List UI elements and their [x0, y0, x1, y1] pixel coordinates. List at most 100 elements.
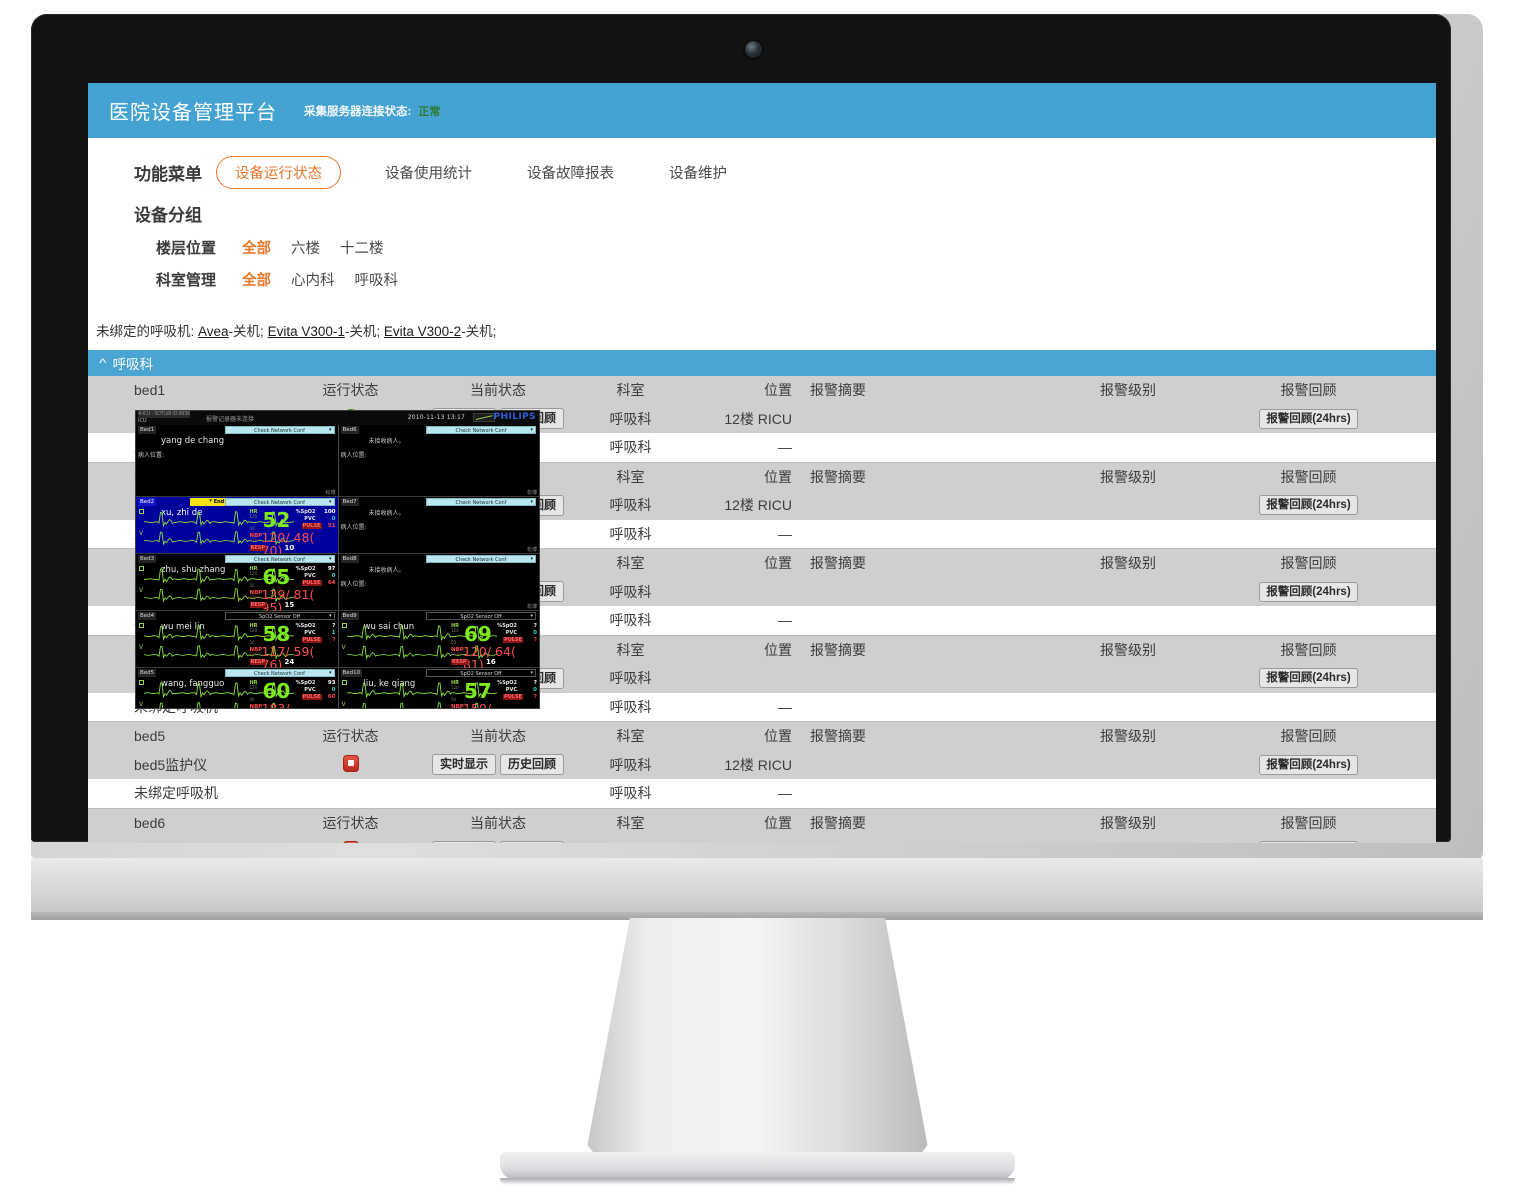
function-menu-row: 功能菜单 设备运行状态 设备使用统计 设备故障报表 设备维护 — [134, 155, 1436, 189]
hr-value: 60 — [262, 679, 291, 703]
filter-department-option-all[interactable]: 全部 — [242, 273, 271, 289]
network-conf-dropdown[interactable]: SpO2 Sensor Off — [224, 612, 335, 620]
alarm-level-cell — [1053, 578, 1203, 607]
filter-floor-option-all[interactable]: 全部 — [242, 241, 271, 257]
tab-device-usage-stats[interactable]: 设备使用统计 — [385, 165, 472, 182]
bed-panel[interactable]: Bed6 Check Network Conf 未接收病人。病人位置: 松博 — [338, 425, 539, 497]
network-conf-dropdown[interactable]: SpO2 Sensor Off — [426, 669, 536, 677]
monitor-bed-grid: Bed1 Check Network Conf yang de chang 病人位置:… — [136, 425, 539, 708]
monitor-stand-foot — [500, 1152, 1015, 1180]
tab-device-fault-report[interactable]: 设备故障报表 — [527, 165, 614, 182]
alarm-review-cell: 报警回顾(24hrs) — [1203, 837, 1436, 843]
nbp-value: 120/ 64( 81) — [463, 644, 516, 672]
pvc-label: PVC — [304, 573, 316, 579]
chevron-up-icon[interactable]: ^ — [99, 356, 107, 370]
location-cell — [688, 578, 798, 607]
pvc-value: 0 — [533, 630, 537, 636]
hr-label: HR — [451, 680, 460, 686]
network-conf-dropdown[interactable]: Check Network Conf — [224, 426, 335, 434]
lead-v-label: V — [139, 701, 144, 708]
alarm-summary-cell — [798, 751, 1053, 780]
pulse-label: PULSE — [301, 580, 322, 586]
col-location: 位置 — [764, 728, 792, 745]
bed-panel[interactable]: Bed2* End Irregular HRCheck Network Conf… — [136, 497, 338, 557]
filter-department: 科室管理 全部 心内科 呼吸科 — [134, 269, 1436, 290]
hr-low-limit: 50 — [249, 640, 255, 645]
bed-panel[interactable]: Bed8 Check Network Conf 未接收病人。病人位置: 松博 — [338, 554, 539, 611]
patient-name: yang de chang — [161, 436, 225, 446]
col-department: 科室 — [616, 382, 645, 399]
network-conf-dropdown[interactable]: Check Network Conf — [224, 555, 335, 563]
network-conf-dropdown[interactable]: Check Network Conf — [426, 426, 536, 434]
alarm-level-cell — [1053, 751, 1203, 780]
bed-panel[interactable]: Bed1 Check Network Conf yang de chang 病人位置:… — [136, 425, 338, 497]
filter-floor-option-12f[interactable]: 十二楼 — [340, 241, 384, 257]
bed-tag: Bed3 — [138, 555, 157, 563]
col-location: 位置 — [764, 468, 792, 485]
history-review-button[interactable]: 历史回顾 — [500, 840, 565, 843]
unbound-device-evita2-link[interactable]: Evita V300-2 — [383, 324, 462, 339]
alarm-review-24hrs-button[interactable]: 报警回顾(24hrs) — [1259, 408, 1358, 429]
alarm-review-cell: 报警回顾(24hrs) — [1203, 405, 1436, 434]
filter-department-option-respiratory[interactable]: 呼吸科 — [354, 273, 399, 289]
alarm-review-24hrs-button[interactable]: 报警回顾(24hrs) — [1259, 841, 1358, 843]
realtime-display-button[interactable]: 实时显示 — [431, 754, 496, 776]
monitor-base-plate — [31, 858, 1483, 918]
bed-panel[interactable]: Bed7 Check Network Conf 未接收病人。病人位置: 松博 — [338, 497, 539, 554]
webcam-icon — [745, 41, 762, 58]
realtime-display-button[interactable]: 实时显示 — [431, 840, 496, 843]
alarm-review-24hrs-button[interactable]: 报警回顾(24hrs) — [1259, 495, 1358, 516]
bed-corner-tag: 松博 — [526, 490, 537, 496]
network-conf-dropdown[interactable]: Check Network Conf — [426, 555, 536, 563]
filter-department-option-cardiology[interactable]: 心内科 — [291, 273, 335, 289]
resp-value: 10 — [284, 544, 295, 552]
alarm-review-cell: 报警回顾(24hrs) — [1203, 491, 1436, 520]
unbound-device-evita1-link[interactable]: Evita V300-1 — [267, 324, 345, 339]
ecg-waveform-bottom — [143, 531, 295, 547]
bed-panel[interactable]: Bed5 Check Network Conf wang, fangguo V HR12… — [136, 668, 338, 708]
unbound-ventilator-row: 未绑定呼吸机 呼吸科 — — [88, 779, 1436, 808]
bed-tag: Bed7 — [340, 498, 359, 506]
row-separator — [88, 634, 1436, 636]
alarm-review-24hrs-button[interactable]: 报警回顾(24hrs) — [1259, 754, 1358, 775]
col-location: 位置 — [764, 814, 792, 831]
filter-floor-option-6f[interactable]: 六楼 — [291, 241, 320, 257]
tab-device-run-status[interactable]: 设备运行状态 — [216, 155, 341, 189]
pulse-label: PULSE — [301, 694, 322, 700]
run-status-cell — [278, 751, 423, 780]
unbound-device-avea-link[interactable]: Avea — [198, 324, 229, 339]
network-conf-dropdown[interactable]: Check Network Conf — [224, 669, 335, 677]
alarm-summary-cell — [798, 664, 1053, 693]
department-group-bar[interactable]: ^ 呼吸科 — [88, 350, 1436, 376]
history-review-button[interactable]: 历史回顾 — [500, 754, 565, 776]
pulse-label: PULSE — [503, 637, 523, 643]
nbp-label: NBP — [451, 647, 464, 653]
alarm-review-cell: 报警回顾(24hrs) — [1203, 578, 1436, 607]
philips-logo: PHILIPS — [493, 412, 536, 422]
alarm-summary-cell — [798, 837, 1053, 843]
patient-name: 未接收病人。 — [368, 510, 405, 517]
vitals-panel: HR 120 50 58 %SpO2? PVC 1 PULSE? NBP 13:00 117/ 59… — [249, 621, 336, 671]
vent-location-cell: — — [778, 439, 792, 456]
alarm-review-24hrs-button[interactable]: 报警回顾(24hrs) — [1259, 668, 1358, 689]
resp-value: 16 — [486, 658, 496, 666]
network-conf-dropdown[interactable]: SpO2 Sensor Off — [426, 612, 536, 620]
network-conf-dropdown[interactable]: Check Network Conf — [426, 498, 536, 506]
network-conf-dropdown[interactable]: Check Network Conf — [224, 498, 335, 506]
col-alarm-summary: 报警摘要 — [810, 468, 866, 485]
department-cell: 呼吸科 — [609, 756, 652, 773]
alarm-review-24hrs-button[interactable]: 报警回顾(24hrs) — [1259, 581, 1358, 602]
pvc-label: PVC — [304, 687, 316, 693]
alarm-level-cell — [1053, 837, 1203, 843]
tab-device-maintenance[interactable]: 设备维护 — [669, 165, 727, 182]
run-status-cell — [278, 837, 423, 843]
col-alarm-review: 报警回顾 — [1280, 468, 1337, 485]
spo2-label: %SpO2 — [497, 680, 517, 686]
hr-label: HR — [249, 509, 258, 515]
